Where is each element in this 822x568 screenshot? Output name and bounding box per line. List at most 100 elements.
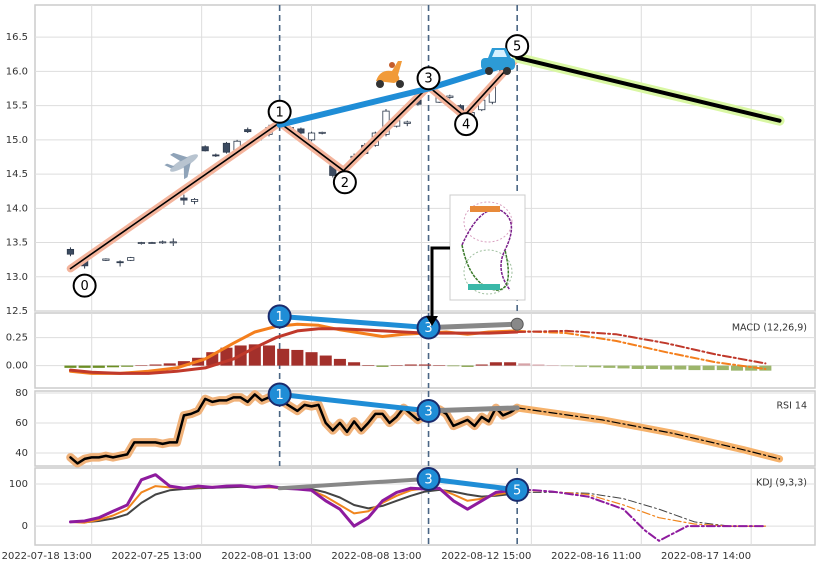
inset-figure — [449, 194, 526, 301]
inset-arrow — [426, 246, 450, 326]
histogram-bar — [376, 365, 389, 367]
histogram-bar — [631, 365, 644, 369]
y-tick-label: 15.0 — [6, 135, 28, 146]
wave-marker-label: 3 — [424, 404, 432, 419]
series-line — [515, 55, 782, 123]
wave-marker-label: 2 — [341, 176, 349, 191]
wave-marker: 4 — [454, 112, 479, 137]
airplane-icon — [164, 152, 198, 180]
x-tick-label: 2022-07-25 13:00 — [112, 551, 202, 562]
histogram-bar — [390, 365, 403, 366]
histogram-bar — [163, 363, 176, 366]
wave-marker: 1 — [267, 382, 292, 407]
series-line — [426, 405, 520, 414]
candle-body — [403, 121, 411, 124]
histogram-bar — [404, 364, 417, 366]
y-tick-label: 0.00 — [6, 361, 28, 372]
series-line — [516, 329, 767, 370]
y-tick-label: 100 — [9, 479, 28, 490]
x-tick-label: 2022-08-01 13:00 — [221, 551, 311, 562]
histogram-bar — [589, 365, 602, 368]
series-line — [516, 488, 767, 542]
wave-marker-circle — [416, 466, 441, 491]
x-tick-label: 2022-08-12 15:00 — [441, 551, 531, 562]
series-line — [69, 56, 518, 270]
histogram-bar — [78, 365, 91, 368]
y-tick-label: 16.5 — [6, 32, 28, 43]
histogram-bar — [504, 362, 517, 366]
wave-marker-label: 1 — [275, 105, 283, 120]
y-tick-label: 14.0 — [6, 203, 28, 214]
panel-label: RSI 14 — [776, 401, 807, 412]
wave-marker: 3 — [416, 66, 441, 91]
candle-body — [222, 142, 231, 153]
panel: 40 60 80 RSI 14 1 3 — [15, 382, 816, 468]
histogram-bar — [333, 358, 346, 366]
histogram-bar — [702, 365, 715, 371]
series-line — [69, 327, 519, 375]
series-line — [277, 313, 431, 331]
y-tick-label: 0 — [22, 521, 28, 532]
wave-marker-label: 4 — [462, 118, 470, 133]
panel: 0.00 0.25 MACD (12,26,9) 1 3 — [6, 304, 816, 389]
wave-marker-label: 1 — [275, 388, 283, 403]
wave-marker-circle — [267, 304, 292, 329]
histogram-bar — [745, 365, 758, 371]
histogram-bar — [305, 352, 318, 366]
histogram-bar — [319, 355, 332, 366]
histogram-bar — [688, 365, 701, 371]
candle-body — [66, 248, 75, 255]
line-end-dot — [510, 317, 524, 331]
histogram-bar — [674, 365, 687, 370]
wave-marker: 5 — [505, 34, 530, 59]
wave-marker: 2 — [332, 170, 357, 195]
wave-marker-label: 1 — [275, 310, 283, 325]
scooter-icon — [376, 61, 404, 88]
wave-marker-label: 3 — [424, 72, 432, 87]
series-line — [516, 407, 781, 460]
wave-marker-circle — [416, 398, 441, 423]
y-tick-label: 13.0 — [6, 272, 28, 283]
candle-body — [102, 258, 110, 261]
histogram-bar — [121, 365, 134, 367]
candle-body — [180, 197, 188, 201]
y-tick-label: 14.5 — [6, 169, 28, 180]
candle-body — [148, 242, 156, 244]
histogram-bar — [730, 365, 744, 371]
histogram-bar — [277, 348, 290, 366]
y-tick-label: 12.5 — [6, 306, 28, 317]
wave-marker-label: 0 — [80, 279, 88, 294]
candle-body — [307, 132, 316, 141]
candle-body — [159, 241, 167, 244]
histogram-bar — [489, 362, 502, 366]
panel-label: MACD (12,26,9) — [732, 323, 807, 334]
wave-marker-circle — [332, 170, 357, 195]
histogram-bar — [64, 365, 77, 368]
wave-marker: 5 — [505, 477, 530, 502]
wave-marker-label: 3 — [424, 472, 432, 487]
histogram-bar — [461, 365, 474, 367]
panel-frame — [34, 4, 816, 312]
histogram-bar — [560, 365, 573, 367]
histogram-bar — [603, 365, 616, 368]
x-tick-label: 2022-08-08 13:00 — [331, 551, 421, 562]
histogram-bar — [546, 365, 559, 366]
histogram-bar — [106, 365, 120, 368]
wave-marker-circle — [267, 99, 292, 124]
histogram-bar — [574, 365, 588, 367]
wave-marker-circle — [416, 66, 441, 91]
wave-marker-label: 5 — [513, 483, 521, 498]
candle-body — [169, 241, 177, 244]
wave-marker: 0 — [72, 273, 97, 298]
histogram-bar — [645, 365, 658, 369]
wave-marker: 1 — [267, 99, 292, 124]
candle-body — [297, 128, 305, 134]
histogram-bar — [418, 364, 432, 366]
histogram-bar — [475, 364, 488, 366]
candle-body — [201, 146, 209, 152]
wave-marker-circle — [454, 112, 479, 137]
panel: 12.5 13.0 13.5 14.0 14.5 15.0 15.5 16.0 16.5 0 1 2 3… — [6, 4, 816, 317]
histogram-bar — [660, 365, 673, 370]
histogram-bar — [433, 365, 446, 366]
histogram-bar — [135, 365, 148, 366]
